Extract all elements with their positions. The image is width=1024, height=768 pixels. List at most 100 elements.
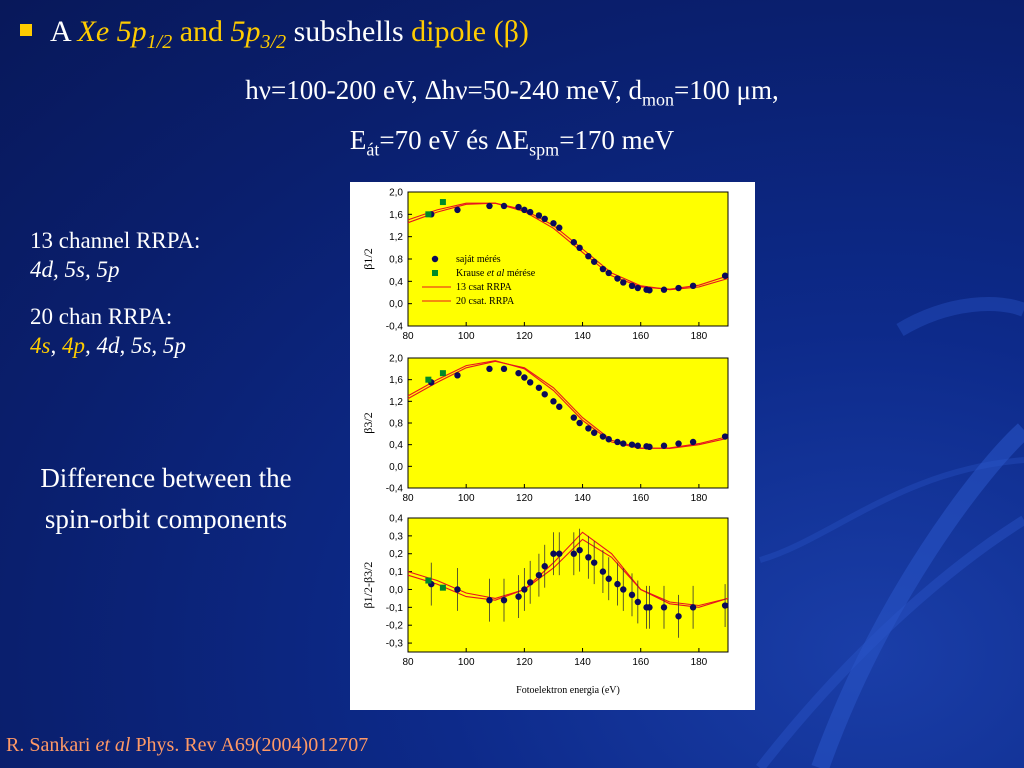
legend-measured-marker xyxy=(431,255,439,263)
title-subshell-1: 5p1/2 xyxy=(116,15,173,53)
x-tick-label: 80 xyxy=(402,331,414,342)
y-tick-label: 0,0 xyxy=(389,585,403,596)
slide-title: A Xe 5p1/2 and 5p3/2 subshells dipole (β… xyxy=(20,14,529,54)
legend-rrpa13-label: 13 csat RRPA xyxy=(456,282,513,293)
data-point-measured xyxy=(585,253,592,260)
data-point-measured xyxy=(599,433,607,440)
x-axis-label: Fotoelektron energia (eV) xyxy=(516,685,620,696)
beta-figure-svg: 2,01,61,20,80,40,0-0,480 100 120 140 160 180β… xyxy=(361,188,729,696)
x-tick-label: 180 xyxy=(691,331,708,342)
data-point-measured xyxy=(646,287,653,294)
data-point-measured xyxy=(500,596,508,604)
data-point-measured xyxy=(620,440,627,447)
beta-figure: 2,0 1,6 1,2 0,8 0,4 0,0 -0,4 80 100 120 140 160 180 β… xyxy=(350,182,755,710)
data-point-measured xyxy=(614,580,621,588)
data-point-measured xyxy=(521,374,528,381)
legend-krause-label: Krause et al mérése xyxy=(456,268,536,279)
data-point-measured xyxy=(620,279,627,286)
data-point-measured xyxy=(721,433,729,440)
x-tick-label: 160 xyxy=(632,331,649,342)
x-tick-label: 180 xyxy=(691,657,708,668)
title-mid: subshells xyxy=(293,15,404,48)
params-line-1: hν=100-200 eV, Δhν=50-240 meV, dmon=100 … xyxy=(245,75,779,110)
data-point-krause xyxy=(425,577,432,584)
data-point-krause xyxy=(425,376,432,383)
y-axis-label: β1/2-β3/2 xyxy=(361,562,375,609)
panel-3: 0,4 0,3 0,2 0,1 0,0 -0,1 -0,2 -0,3 80 100 120 140 16… xyxy=(361,514,729,668)
y-tick-label: 0,0 xyxy=(389,299,403,310)
y-tick-label: 0,8 xyxy=(389,255,403,266)
y-tick-label: -0,4 xyxy=(386,322,404,333)
data-point-measured xyxy=(605,269,612,277)
y-tick-label: 1,2 xyxy=(389,397,403,408)
data-point-measured xyxy=(556,550,563,557)
data-point-measured xyxy=(689,282,697,289)
data-point-measured xyxy=(500,202,508,210)
x-tick-label: 120 xyxy=(516,493,533,504)
data-point-measured xyxy=(570,550,578,557)
data-point-measured xyxy=(576,244,583,252)
data-point-measured xyxy=(541,215,548,222)
data-point-measured xyxy=(721,602,729,609)
data-point-measured xyxy=(526,208,534,216)
data-point-measured xyxy=(541,391,548,398)
data-point-measured xyxy=(599,265,607,273)
x-tick-label: 120 xyxy=(516,657,533,668)
title-subshell-2: 5p3/2 xyxy=(230,15,287,53)
title-suffix: dipole (β) xyxy=(411,15,529,48)
data-point-measured xyxy=(541,563,548,570)
data-point-measured xyxy=(634,598,642,606)
y-tick-label: -0,2 xyxy=(386,621,404,632)
x-tick-label: 80 xyxy=(402,493,414,504)
data-point-measured xyxy=(646,443,653,451)
y-tick-label: -0,4 xyxy=(386,484,404,495)
plot-area xyxy=(407,357,729,489)
title-prefix: A xyxy=(50,15,71,48)
data-point-measured xyxy=(535,384,543,391)
data-point-measured xyxy=(486,202,493,210)
x-tick-label: 180 xyxy=(691,493,708,504)
x-tick-label: 160 xyxy=(632,657,649,668)
y-tick-label: 2,0 xyxy=(389,354,403,365)
data-point-measured xyxy=(515,369,522,377)
data-point-measured xyxy=(614,275,621,282)
panel-2: 2,0 1,6 1,2 0,8 0,4 0,0 -0,480 100 120 140 160 180 β… xyxy=(361,354,729,504)
y-tick-label: 2,0 xyxy=(389,188,403,199)
data-point-krause xyxy=(439,370,446,377)
data-point-measured xyxy=(628,282,636,289)
data-point-measured xyxy=(556,403,563,410)
data-point-measured xyxy=(675,284,682,292)
y-axis-label: β1/2 xyxy=(361,248,375,269)
y-tick-label: 0,3 xyxy=(389,531,403,542)
data-point-measured xyxy=(515,203,522,211)
x-tick-label: 100 xyxy=(458,331,475,342)
data-point-measured xyxy=(660,604,668,611)
series-line xyxy=(407,360,729,450)
data-point-measured xyxy=(590,258,598,265)
x-tick-label: 140 xyxy=(574,657,591,668)
series-line xyxy=(407,202,729,291)
bullet-square-icon xyxy=(20,24,32,37)
legend-krause-marker xyxy=(432,270,438,276)
panel-1: 2,0 1,6 1,2 0,8 0,4 0,0 -0,480 100 120 140 160 180 β… xyxy=(361,188,729,342)
data-point-measured xyxy=(628,441,636,448)
series-line xyxy=(407,202,729,290)
plot-area xyxy=(407,191,729,327)
difference-caption: Difference between the spin-orbit compon… xyxy=(40,463,292,534)
x-tick-label: 120 xyxy=(516,331,533,342)
data-point-measured xyxy=(634,284,642,292)
x-tick-label: 140 xyxy=(574,493,591,504)
y-tick-label: 0,8 xyxy=(389,419,403,430)
data-point-measured xyxy=(620,586,627,593)
legend-rrpa20-label: 20 csat. RRPA xyxy=(456,296,515,307)
data-point-measured xyxy=(605,436,612,443)
data-point-krause xyxy=(439,199,446,206)
y-tick-label: 0,2 xyxy=(389,549,403,560)
y-tick-label: 1,2 xyxy=(389,232,403,243)
plot-area xyxy=(407,517,729,653)
y-tick-label: 0,4 xyxy=(389,440,403,451)
x-tick-label: 80 xyxy=(402,657,414,668)
rrpa13-label: 13 channel RRPA: xyxy=(30,228,201,253)
legend-measured-label: saját mérés xyxy=(456,254,501,265)
data-point-measured xyxy=(515,593,522,600)
